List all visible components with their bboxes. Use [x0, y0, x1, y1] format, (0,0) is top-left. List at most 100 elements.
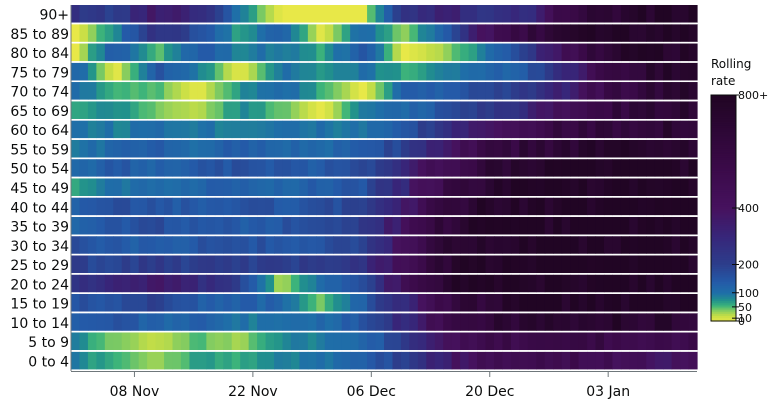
heatmap-cell — [223, 101, 233, 119]
heatmap-cell — [324, 255, 334, 274]
heatmap-cell — [443, 62, 453, 81]
heatmap-cell — [223, 216, 233, 235]
heatmap-cell — [71, 43, 81, 62]
legend-gradient-step — [711, 102, 736, 106]
heatmap-cell — [189, 5, 199, 23]
heatmap-cell — [358, 313, 368, 331]
heatmap-cell — [147, 5, 157, 23]
legend-gradient-step — [711, 149, 736, 153]
heatmap-cell — [612, 255, 622, 274]
heatmap-cell — [485, 293, 495, 312]
heatmap-cell — [603, 5, 614, 23]
heatmap-cell — [121, 120, 131, 139]
heatmap-cell — [570, 101, 580, 119]
heatmap-cell — [333, 178, 343, 197]
heatmap-cell — [443, 236, 453, 254]
heatmap-cell — [451, 332, 461, 351]
heatmap-cell — [197, 332, 207, 351]
heatmap-cell — [637, 255, 647, 274]
heatmap-cell — [121, 5, 131, 23]
heatmap-cell — [87, 293, 97, 312]
heatmap-cell — [214, 197, 224, 216]
heatmap-cell — [553, 24, 563, 42]
legend-gradient-step — [711, 238, 736, 241]
heatmap-cell — [358, 197, 368, 216]
heatmap-cell — [553, 43, 563, 62]
heatmap-cell — [536, 332, 546, 351]
heatmap-cell — [333, 139, 343, 158]
y-tick-label: 20 to 24 — [10, 277, 69, 293]
heatmap-cell — [96, 178, 106, 197]
heatmap-cell — [553, 216, 563, 235]
heatmap-cell — [316, 159, 326, 177]
heatmap-cell — [79, 159, 89, 177]
heatmap-cell — [460, 313, 470, 331]
legend-tick-label: 200 — [738, 259, 759, 272]
legend-gradient-step — [711, 313, 736, 316]
heatmap-cell — [603, 101, 614, 119]
heatmap-cell — [214, 5, 224, 23]
heatmap-cell — [460, 139, 470, 158]
heatmap-cell — [493, 120, 504, 139]
heatmap-cell — [477, 120, 487, 139]
heatmap-cell — [172, 255, 182, 274]
heatmap-cell — [426, 43, 436, 62]
heatmap-cell — [620, 82, 630, 100]
heatmap-cell — [265, 120, 275, 139]
heatmap-cell — [477, 216, 487, 235]
legend-gradient-step — [711, 223, 736, 226]
legend-gradient-step — [711, 219, 736, 222]
heatmap-cell — [409, 159, 419, 177]
heatmap-cell — [274, 120, 284, 139]
heatmap-cell — [197, 82, 207, 100]
heatmap-cell — [544, 274, 554, 293]
heatmap-cell — [688, 43, 698, 62]
heatmap-cell — [451, 101, 461, 119]
heatmap-cell — [570, 120, 580, 139]
heatmap-cell — [417, 274, 427, 293]
heatmap-cell — [426, 332, 436, 351]
legend-gradient-step — [711, 159, 736, 162]
heatmap-cell — [587, 255, 597, 274]
heatmap-cell — [248, 101, 258, 119]
heatmap-cell — [646, 139, 656, 158]
y-tick-label: 85 to 89 — [10, 27, 69, 43]
heatmap-cell — [282, 178, 292, 197]
heatmap-cell — [87, 313, 97, 331]
heatmap-cell — [654, 24, 664, 42]
heatmap-cell — [544, 313, 554, 331]
heatmap-cell — [333, 255, 343, 274]
heatmap-cell — [231, 274, 241, 293]
heatmap-cell — [324, 120, 334, 139]
heatmap-cell — [680, 197, 690, 216]
heatmap-cell — [434, 82, 444, 100]
heatmap-cell — [324, 101, 334, 119]
heatmap-cell — [502, 120, 512, 139]
heatmap-cell — [417, 332, 427, 351]
heatmap-cell — [400, 5, 410, 23]
heatmap-cell — [299, 120, 309, 139]
heatmap-cell — [113, 216, 123, 235]
heatmap-cell — [333, 82, 343, 100]
heatmap-cell — [612, 62, 622, 81]
heatmap-cell — [164, 255, 174, 274]
heatmap-cell — [612, 24, 622, 42]
heatmap-cell — [147, 43, 157, 62]
heatmap-cell — [223, 332, 233, 351]
heatmap-cell — [257, 274, 267, 293]
heatmap-cell — [451, 293, 461, 312]
heatmap-cell — [299, 332, 309, 351]
legend-gradient-step — [711, 130, 736, 134]
heatmap-cell — [443, 24, 453, 42]
heatmap-cell — [87, 82, 97, 100]
heatmap-cell — [536, 255, 546, 274]
heatmap-cell — [71, 293, 81, 312]
heatmap-cell — [587, 313, 597, 331]
legend-gradient-step — [711, 281, 736, 284]
heatmap-cell — [460, 216, 470, 235]
heatmap-cell — [493, 5, 504, 23]
heatmap-cell — [71, 313, 81, 331]
heatmap-cell — [587, 274, 597, 293]
legend-gradient-step — [711, 268, 736, 271]
heatmap-cell — [333, 313, 343, 331]
